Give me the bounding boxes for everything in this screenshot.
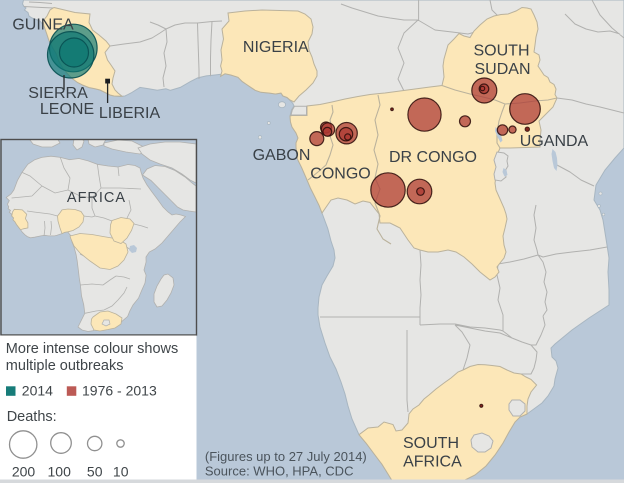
svg-text:2014: 2014 [22,383,53,399]
svg-text:LIBERIA: LIBERIA [99,105,161,122]
svg-text:SUDAN: SUDAN [474,61,530,78]
svg-text:GUINEA: GUINEA [12,17,74,34]
svg-text:UGANDA: UGANDA [520,133,589,150]
svg-text:Source: WHO, HPA, CDC: Source: WHO, HPA, CDC [205,464,354,479]
svg-text:NIGERIA: NIGERIA [243,39,309,56]
svg-text:200: 200 [12,464,36,480]
svg-text:LEONE: LEONE [40,101,94,118]
svg-text:DR CONGO: DR CONGO [389,149,477,166]
svg-text:SIERRA: SIERRA [28,85,88,102]
svg-text:50: 50 [87,464,103,480]
svg-text:CONGO: CONGO [310,166,370,183]
svg-text:multiple outbreaks: multiple outbreaks [6,358,124,374]
svg-text:SOUTH: SOUTH [403,435,459,452]
svg-text:More intense colour shows: More intense colour shows [6,341,178,357]
svg-text:(Figures up to 27 July 2014): (Figures up to 27 July 2014) [205,449,367,464]
svg-text:100: 100 [48,464,72,480]
svg-text:AFRICA: AFRICA [67,190,126,206]
svg-text:Deaths:: Deaths: [7,409,57,425]
svg-text:SOUTH: SOUTH [474,42,530,59]
svg-text:GABON: GABON [253,147,311,164]
svg-text:1976 - 2013: 1976 - 2013 [82,383,157,399]
svg-text:10: 10 [113,464,129,480]
svg-text:AFRICA: AFRICA [403,454,462,471]
